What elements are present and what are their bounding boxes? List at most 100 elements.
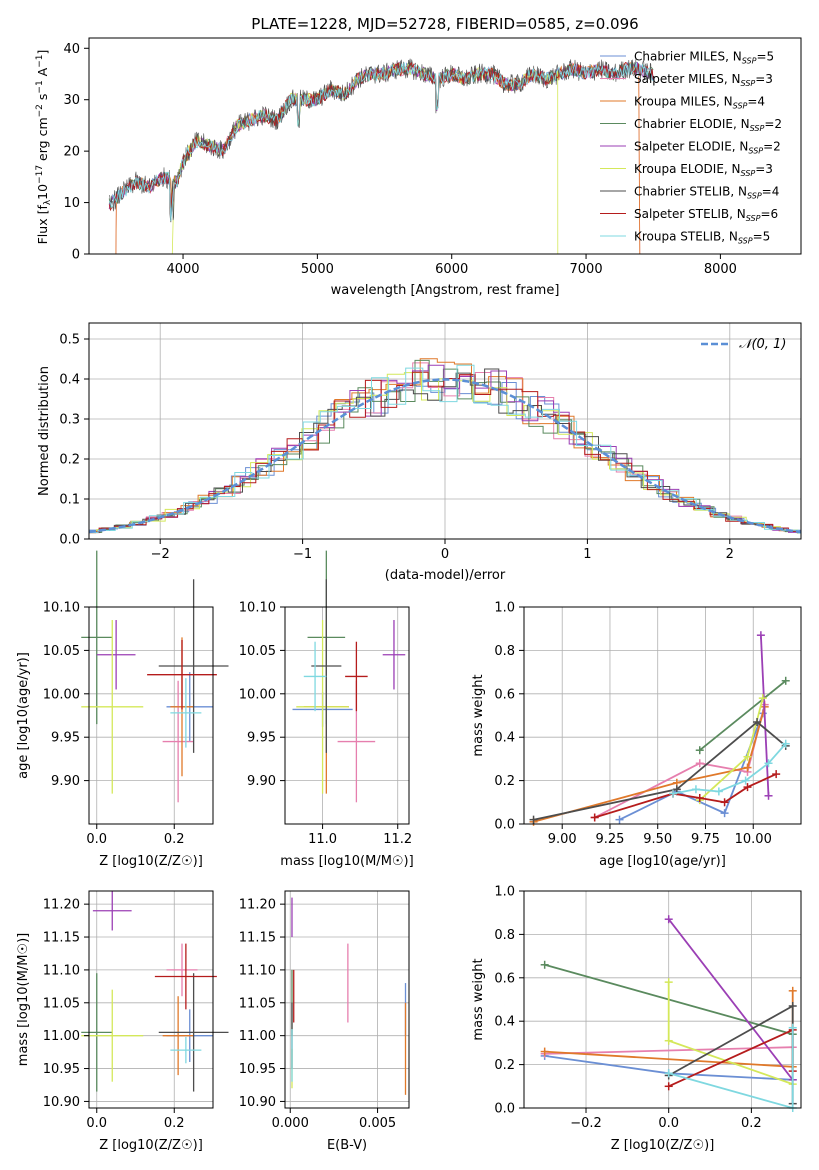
panel-frame — [284, 890, 410, 1109]
spectrum-line — [108, 61, 654, 211]
spectrum-line — [108, 62, 654, 222]
weight-line — [594, 773, 777, 819]
figure-title: PLATE=1228, MJD=52728, FIBERID=0585, z=0… — [251, 15, 638, 33]
legend-label: Kroupa MILES, NSSP=4 — [634, 95, 765, 111]
y-tick-label: 10.10 — [43, 601, 80, 616]
x-tick-label: 1 — [583, 547, 591, 562]
weight-line — [667, 918, 794, 1081]
legend-label: Salpeter ELODIE, NSSP=2 — [634, 140, 781, 156]
y-tick-label: 9.90 — [247, 774, 276, 789]
y-axis-label: mass [log10(M/M☉)] — [16, 933, 31, 1066]
y-tick-label: 10.95 — [239, 1062, 276, 1077]
x-tick-label: 0.000 — [272, 1116, 309, 1131]
x-tick-label: 0.2 — [164, 832, 185, 847]
spectrum-frame — [88, 37, 802, 255]
x-tick-label: 0 — [441, 547, 449, 562]
spectrum-line — [108, 62, 654, 220]
spectrum-panel: 4000 5000 6000 7000 8000 0 10 20 30 40 wavelength… — [35, 37, 802, 298]
y-tick-label: 10.10 — [239, 601, 276, 616]
panel-frame — [284, 606, 410, 825]
y-tick-label: 11.00 — [239, 1029, 276, 1044]
legend-label: Kroupa STELIB, NSSP=5 — [634, 230, 770, 246]
normal-legend-label: 𝒩(0, 1) — [739, 337, 786, 352]
y-tick-label: 10.90 — [43, 1095, 80, 1110]
panel-frame — [88, 890, 214, 1109]
y-tick-label: 10.05 — [239, 644, 276, 659]
x-axis-label: mass [log10(M/M☉)] — [280, 854, 413, 869]
y-tick-label: 0.0 — [494, 818, 515, 833]
histogram-step — [89, 368, 801, 534]
x-tick-label: 0.005 — [359, 1116, 396, 1131]
weight-line — [533, 720, 787, 821]
legend-label: Kroupa ELODIE, NSSP=3 — [634, 162, 773, 178]
y-tick-label: 10.95 — [43, 1062, 80, 1077]
panel-frame — [88, 606, 214, 825]
x-tick-label: 9.75 — [691, 832, 720, 847]
y-tick-label: 20 — [63, 145, 80, 160]
y-tick-label: 11.15 — [43, 931, 80, 946]
x-tick-label: −0.2 — [570, 1116, 602, 1131]
residuals-ylabel: Normed distribution — [37, 366, 52, 496]
residuals-panel: −2 −1 0 1 2 0.0 0.1 0.2 0.3 0.4 0.5 (data-model)/e… — [37, 322, 802, 583]
y-tick-label: 11.05 — [239, 996, 276, 1011]
x-tick-label: 5000 — [301, 262, 334, 277]
weight-line — [699, 680, 787, 751]
y-tick-label: 1.0 — [494, 601, 515, 616]
spectrum-line — [115, 62, 641, 255]
y-tick-label: 9.90 — [51, 774, 80, 789]
x-tick-label: 6000 — [435, 262, 468, 277]
mass-vs-ebv-panel: 0.000 0.005 10.90 10.95 11.00 11.05 11.10 11.15… — [239, 890, 410, 1153]
y-tick-label: 0.6 — [494, 971, 515, 986]
spectrum-line — [171, 62, 559, 255]
spectrum-line — [108, 61, 654, 212]
x-axis-label: Z [log10(Z/Z☉)] — [611, 1138, 715, 1153]
y-tick-label: 1.0 — [494, 885, 515, 900]
y-tick-label: 0.3 — [59, 413, 80, 428]
legend-label: Chabrier MILES, NSSP=5 — [634, 50, 774, 66]
x-tick-label: 2 — [726, 547, 734, 562]
legend-label: Salpeter MILES, NSSP=3 — [634, 72, 773, 88]
y-tick-label: 11.20 — [239, 898, 276, 913]
x-tick-label: −1 — [293, 547, 312, 562]
age-vs-Z-panel: 0.0 0.2 9.90 9.95 10.00 10.05 10.10 Z [log10(Z/… — [16, 550, 229, 869]
weight-vs-age-panel: 9.00 9.25 9.50 9.75 10.00 0.0 0.2 0.4 0.6 0.8 1.0 a… — [471, 601, 802, 869]
y-tick-label: 0.0 — [494, 1102, 515, 1117]
normal-curve — [88, 378, 802, 534]
residuals-plot — [88, 358, 802, 534]
y-tick-label: 0.2 — [494, 774, 515, 789]
histogram-step — [89, 371, 801, 533]
x-tick-label: 4000 — [166, 262, 199, 277]
mass-vs-Z-panel: 0.0 0.2 10.90 10.95 11.00 11.05 11.10 11.15 11.2… — [16, 890, 229, 1153]
x-tick-label: 11.2 — [383, 832, 412, 847]
x-tick-label: 0.0 — [658, 1116, 679, 1131]
histogram-step — [89, 359, 801, 533]
y-tick-label: 0.4 — [59, 373, 80, 388]
y-tick-label: 11.05 — [43, 996, 80, 1011]
x-tick-label: 7000 — [570, 262, 603, 277]
x-tick-label: −2 — [151, 547, 170, 562]
spectrum-ticks: 4000 5000 6000 7000 8000 0 10 20 30 40 — [63, 42, 736, 277]
weight-line — [667, 982, 793, 1085]
y-tick-label: 0.4 — [494, 1015, 515, 1030]
weight-line — [619, 712, 764, 821]
x-axis-label: Z [log10(Z/Z☉)] — [99, 1138, 203, 1153]
spectrum-line — [115, 61, 641, 255]
x-tick-label: 0.2 — [741, 1116, 762, 1131]
spectrum-line — [108, 61, 654, 213]
weight-line — [533, 706, 766, 823]
y-tick-label: 0.8 — [494, 644, 515, 659]
y-tick-label: 0.5 — [59, 333, 80, 348]
y-tick-label: 10.90 — [239, 1095, 276, 1110]
panel-frame — [523, 890, 802, 1109]
y-tick-label: 0.2 — [59, 453, 80, 468]
y-tick-label: 10.00 — [239, 687, 276, 702]
y-tick-label: 30 — [63, 93, 80, 108]
y-tick-label: 9.95 — [247, 731, 276, 746]
y-tick-label: 10.05 — [43, 644, 80, 659]
y-tick-label: 10.00 — [43, 687, 80, 702]
y-axis-label: mass weight — [471, 674, 486, 756]
x-tick-label: 0.2 — [164, 1116, 185, 1131]
spectrum-xlabel: wavelength [Angstrom, rest frame] — [331, 283, 560, 298]
